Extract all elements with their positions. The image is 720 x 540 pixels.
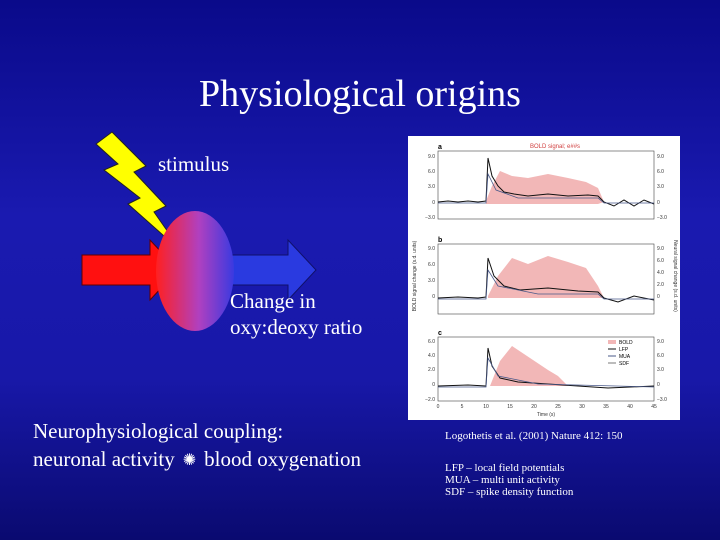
right-tick-c2: 3.0 — [657, 367, 664, 373]
slide-title: Physiological origins — [199, 73, 521, 115]
left-axis-label: BOLD signal change (s.d. units) — [412, 240, 418, 311]
panel-c-bold-area — [490, 346, 568, 386]
change-label-line2: oxy:deoxy ratio — [230, 315, 363, 339]
abbrev-sdf: SDF – spike density function — [445, 486, 574, 498]
right-tick-c1: 6.0 — [657, 353, 664, 359]
right-tick-a2: 3.0 — [657, 184, 664, 190]
abbrev-lfp: LFP – local field potentials — [445, 462, 565, 474]
panel-b-frame — [437, 243, 655, 315]
panel-label-a: a — [438, 144, 442, 151]
right-tick-b1: 6.0 — [657, 258, 664, 264]
left-tick-b1: 6.0 — [428, 262, 435, 268]
burst-arrow-icon: ✺ — [182, 452, 197, 469]
right-tick-a4: −3.0 — [657, 215, 667, 221]
coupling-line2-a: neuronal activity — [33, 447, 175, 471]
x-tick-4: 20 — [531, 404, 537, 410]
oxy-deoxy-label: Change in oxy:deoxy ratio — [230, 288, 362, 340]
panel-b-mua-line — [438, 268, 654, 300]
x-tick-0: 0 — [437, 404, 440, 410]
bold-figure-svg: BOLD signal; e##s a b c BOLD LFP MUA SDF… — [412, 144, 678, 418]
left-tick-b0: 9.0 — [428, 246, 435, 252]
right-tick-b2: 4.0 — [657, 270, 664, 276]
legend-lfp: LFP — [619, 347, 629, 353]
left-tick-a0: 9.0 — [428, 154, 435, 160]
left-tick-a1: 6.0 — [428, 169, 435, 175]
left-tick-b2: 3.0 — [428, 278, 435, 284]
right-ticks: 9.0 6.0 3.0 0 −3.0 9.0 6.0 4.0 2.0 0 9.0… — [657, 154, 667, 403]
right-tick-c3: 0 — [657, 382, 660, 388]
right-tick-b4: 0 — [657, 294, 660, 300]
panel-c-mua-line — [438, 356, 655, 388]
x-tick-8: 40 — [627, 404, 633, 410]
panel-b-bold-area — [488, 256, 604, 298]
right-axis-label: Neural signal change (s.d. units) — [672, 240, 678, 312]
citation: Logothetis et al. (2001) Nature 412: 150 — [445, 430, 623, 442]
x-tick-1: 5 — [461, 404, 464, 410]
left-tick-b3: 0 — [432, 294, 435, 300]
x-tick-5: 25 — [555, 404, 561, 410]
lightning-bolt-icon — [95, 131, 183, 253]
abbrev-mua: MUA – multi unit activity — [445, 474, 560, 486]
x-tick-6: 30 — [579, 404, 585, 410]
x-tick-7: 35 — [603, 404, 609, 410]
left-tick-a2: 3.0 — [428, 184, 435, 190]
change-label-line1: Change in — [230, 289, 316, 313]
figure-header: BOLD signal; e##s — [530, 144, 580, 150]
left-tick-c3: 0 — [432, 382, 435, 388]
x-tick-2: 10 — [483, 404, 489, 410]
panel-c-frame — [437, 336, 655, 402]
panel-a-mua-line — [438, 172, 654, 204]
right-tick-a3: 0 — [657, 200, 660, 206]
x-ticks: 0 5 10 15 20 25 30 35 40 45 — [437, 404, 657, 410]
left-tick-c1: 4.0 — [428, 353, 435, 359]
legend-bold-swatch — [608, 340, 616, 344]
right-tick-a1: 6.0 — [657, 169, 664, 175]
x-tick-9: 45 — [651, 404, 657, 410]
bold-figure: BOLD signal; e##s a b c BOLD LFP MUA SDF… — [408, 136, 680, 420]
right-tick-c0: 9.0 — [657, 339, 664, 345]
x-axis-label: Time (s) — [537, 412, 555, 418]
left-tick-c0: 6.0 — [428, 339, 435, 345]
right-tick-a0: 9.0 — [657, 154, 664, 160]
left-tick-a3: 0 — [432, 200, 435, 206]
left-tick-c2: 2.0 — [428, 367, 435, 373]
right-tick-c4: −3.0 — [657, 397, 667, 403]
stimulus-label: stimulus — [158, 152, 230, 176]
blue-output-arrow-icon — [227, 238, 317, 302]
x-tick-3: 15 — [507, 404, 513, 410]
coupling-line1: Neurophysiological coupling: — [33, 419, 284, 443]
panel-label-c: c — [438, 330, 442, 337]
coupling-diagram — [81, 131, 317, 331]
neural-tissue-oval — [156, 211, 234, 331]
coupling-line2-b: blood oxygenation — [204, 447, 362, 471]
right-tick-b0: 9.0 — [657, 246, 664, 252]
panel-a-frame — [437, 150, 655, 220]
panel-a-bold-area — [486, 171, 604, 204]
coupling-line2: neuronal activity ✺ blood oxygenation — [33, 445, 361, 476]
left-tick-c4: −2.0 — [425, 397, 435, 403]
left-ticks: 9.0 6.0 3.0 0 −3.0 9.0 6.0 3.0 0 6.0 4.0… — [425, 154, 435, 403]
legend-mua: MUA — [619, 354, 631, 360]
left-tick-a4: −3.0 — [425, 215, 435, 221]
coupling-text: Neurophysiological coupling: neuronal ac… — [33, 417, 361, 476]
legend-sdf: SDF — [619, 361, 629, 367]
right-tick-b3: 2.0 — [657, 282, 664, 288]
panel-c-lfp-line — [437, 347, 655, 389]
references: Logothetis et al. (2001) Nature 412: 150… — [445, 430, 623, 498]
panel-label-b: b — [438, 237, 442, 244]
legend-bold: BOLD — [619, 340, 633, 346]
